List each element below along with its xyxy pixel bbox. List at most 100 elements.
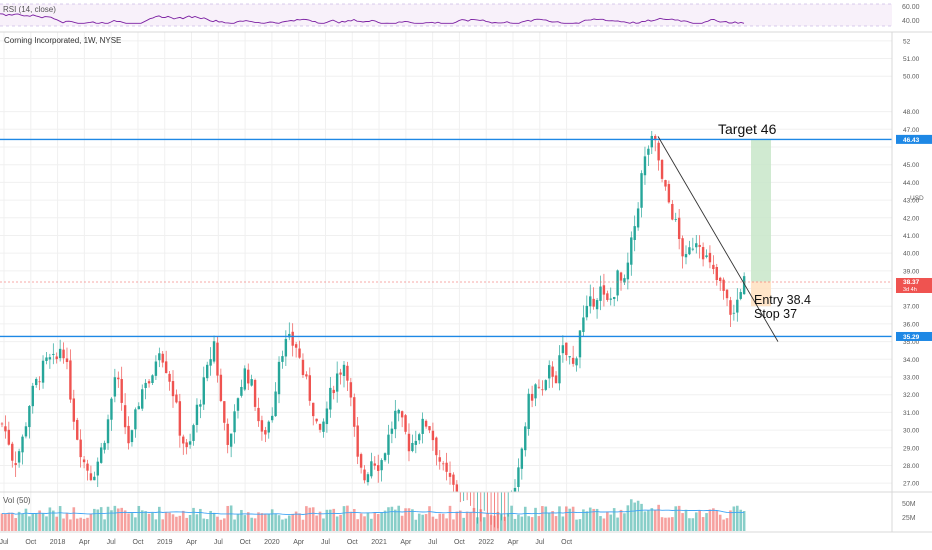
candle-body xyxy=(736,299,739,313)
candle-body xyxy=(161,353,164,363)
volume-bar xyxy=(233,519,236,531)
volume-bar xyxy=(171,514,175,531)
price-tick-label: 34.00 xyxy=(903,357,920,364)
trendline[interactable] xyxy=(657,136,779,342)
volume-bar xyxy=(503,516,507,531)
volume-bar xyxy=(72,507,76,531)
candle-body xyxy=(609,298,612,300)
candle-body xyxy=(288,333,291,338)
candle-body xyxy=(435,437,438,456)
volume-bar xyxy=(240,509,243,531)
candle-body xyxy=(270,415,274,421)
volume-bar xyxy=(120,507,123,531)
time-tick-label: Oct xyxy=(561,539,572,546)
candle-body xyxy=(339,372,342,375)
candle-body xyxy=(130,430,134,443)
candle-body xyxy=(739,292,742,299)
candle-body xyxy=(616,270,619,296)
volume-bars xyxy=(0,499,746,531)
volume-bar xyxy=(578,519,582,531)
candle-body xyxy=(407,433,411,452)
rsi-label: RSI (14, close) xyxy=(3,5,56,14)
time-axis[interactable]: Jul Oct 2018 Apr Jul Oct 2019 Apr Jul Oct 2020 Apr J… xyxy=(0,539,572,546)
candle-body xyxy=(257,407,260,422)
candle-body xyxy=(411,442,414,452)
price-tick-label: 48.00 xyxy=(903,109,920,116)
time-tick-label: 2019 xyxy=(157,539,173,546)
volume-bar xyxy=(216,516,219,531)
volume-bar xyxy=(274,514,277,531)
candle-body xyxy=(548,365,551,379)
volume-bar xyxy=(250,517,253,531)
candle-body xyxy=(123,405,127,428)
candle-body xyxy=(708,252,712,263)
volume-bar xyxy=(691,518,695,531)
volume-bar xyxy=(62,518,65,531)
time-tick-label: Jul xyxy=(535,539,544,546)
candle-body xyxy=(55,356,58,360)
volume-bar xyxy=(28,516,31,531)
candle-body xyxy=(630,237,633,265)
time-tick-label: Apr xyxy=(508,539,520,546)
candle-body xyxy=(168,373,171,382)
candle-body xyxy=(264,430,267,435)
volume-bar xyxy=(660,517,664,531)
volume-bar xyxy=(99,507,103,531)
candle-body xyxy=(99,447,103,463)
candle-body xyxy=(35,378,38,386)
volume-bar xyxy=(547,513,551,531)
volume-bar xyxy=(346,505,349,531)
price-tick-label: 27.00 xyxy=(903,481,920,488)
time-tick-label: Apr xyxy=(79,539,91,546)
volume-bar xyxy=(585,511,589,531)
candle-body xyxy=(599,286,602,301)
candle-body xyxy=(356,425,359,457)
current-price-label: 38.37 3d 4h xyxy=(896,277,932,293)
volume-bar xyxy=(199,508,202,531)
volume-bar xyxy=(458,510,462,531)
volume-bar xyxy=(575,519,578,531)
volume-bar xyxy=(640,503,643,531)
volume-bar xyxy=(257,512,260,531)
candle-body xyxy=(96,461,99,476)
candle-body xyxy=(305,374,308,377)
candle-body xyxy=(551,366,554,377)
time-tick-label: 2022 xyxy=(478,539,494,546)
candle-body xyxy=(650,135,653,148)
volume-bar xyxy=(349,511,353,531)
volume-bar xyxy=(394,509,397,531)
candle-body xyxy=(541,389,544,391)
volume-label: Vol (50) xyxy=(3,496,31,505)
volume-bar xyxy=(113,505,117,531)
volume-bar xyxy=(523,506,527,531)
candle-body xyxy=(654,135,657,141)
candle-body xyxy=(14,463,17,465)
volume-bar xyxy=(281,519,284,531)
time-tick-label: Apr xyxy=(400,539,412,546)
candle-body xyxy=(65,358,69,363)
candle-body xyxy=(195,404,199,425)
candle-body xyxy=(267,421,270,433)
volume-bar xyxy=(684,509,688,531)
candle-body xyxy=(455,484,459,492)
price-tick-label: 44.00 xyxy=(903,180,920,187)
volume-bar xyxy=(24,508,28,531)
volume-bar xyxy=(154,519,158,531)
candle-body xyxy=(322,421,325,432)
volume-bar xyxy=(373,512,377,531)
volume-bar xyxy=(329,509,332,531)
stop-zone[interactable] xyxy=(751,281,771,307)
target-zone[interactable] xyxy=(751,139,771,282)
volume-bar xyxy=(161,519,165,531)
volume-bar xyxy=(722,519,725,531)
level-label-bottom-box xyxy=(896,331,932,341)
candle-body xyxy=(219,374,223,401)
candle-body xyxy=(667,184,671,203)
candle-body xyxy=(619,272,623,281)
candle-body xyxy=(513,487,517,492)
price-axis[interactable]: 27.00 28.00 29.00 30.00 31.00 32.00 33.00 34.00… xyxy=(903,38,920,487)
candle-body xyxy=(431,430,435,441)
level-label-bottom: 35.29 xyxy=(896,331,932,341)
volume-bar xyxy=(93,508,96,531)
